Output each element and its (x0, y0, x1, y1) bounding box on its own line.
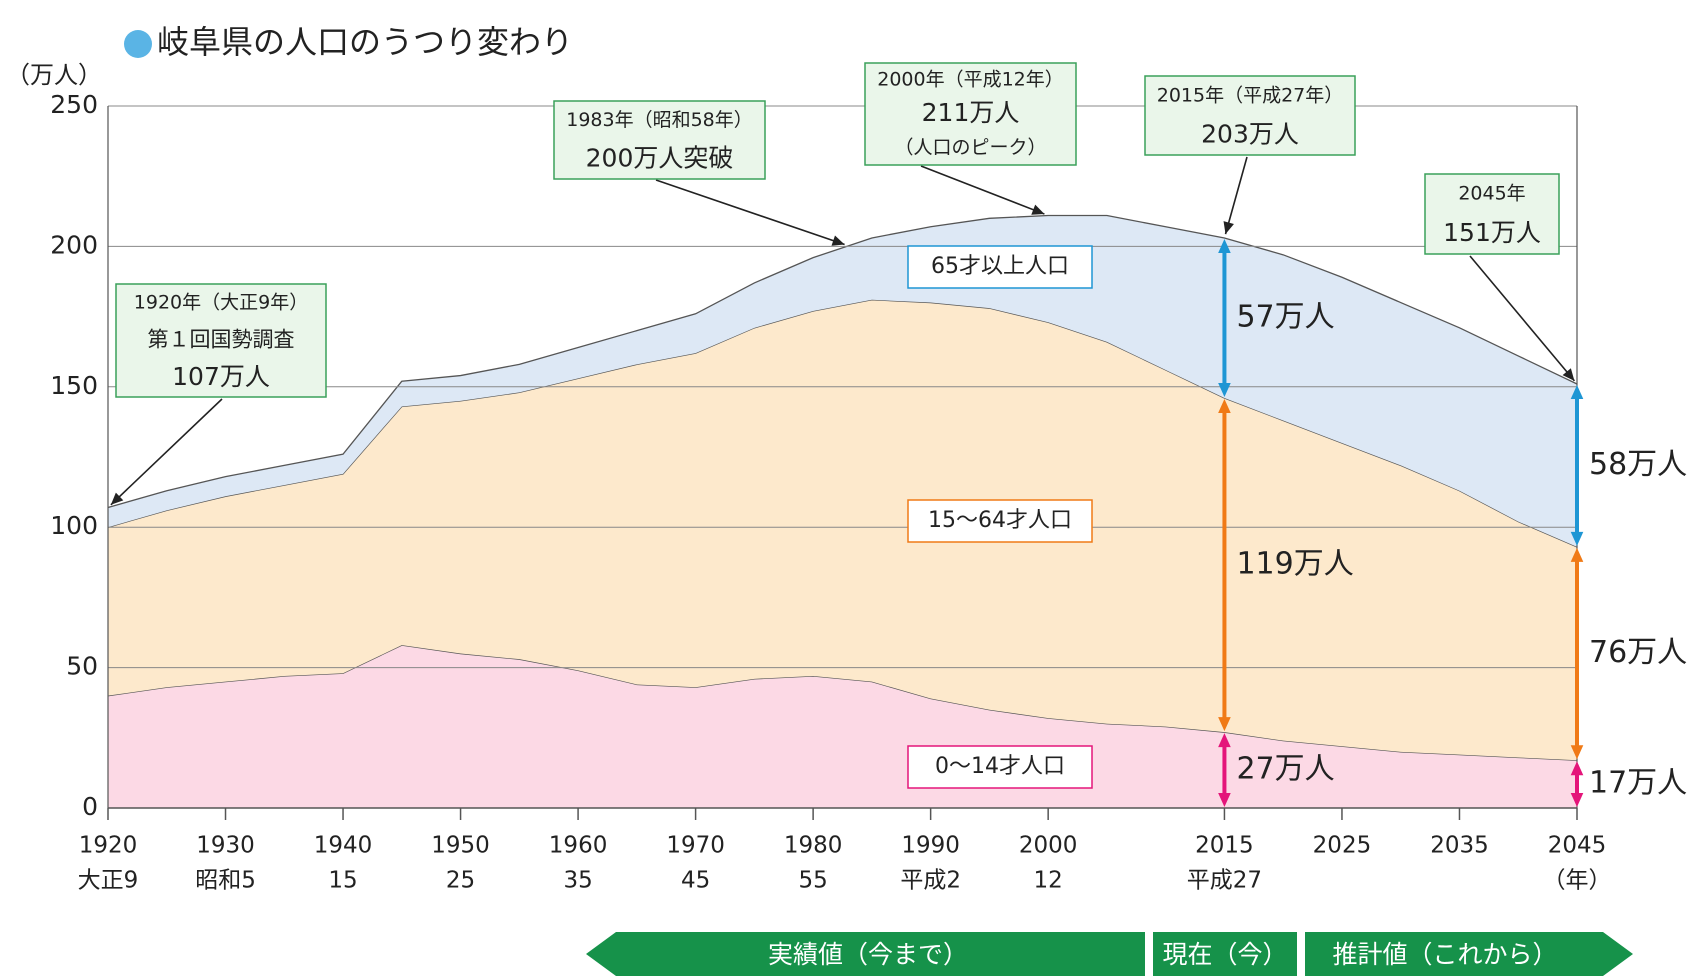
arrow-head (1218, 733, 1231, 748)
x-tick-sublabel: 45 (681, 868, 710, 894)
callout-text: 211万人 (922, 98, 1020, 127)
value-label: 57万人 (1236, 300, 1334, 335)
callout-arrow (1469, 255, 1576, 382)
callout-text: 2000年（平成12年） (877, 69, 1064, 91)
area (108, 215, 1577, 547)
value-label: 17万人 (1589, 766, 1687, 801)
callout-box (864, 62, 1077, 166)
period-banner (586, 932, 1145, 976)
period-label: 推計値（これから） (1332, 940, 1557, 969)
callout-arrow (655, 179, 845, 246)
x-tick-sublabel: （年） (1543, 868, 1612, 894)
x-tick-label: 1960 (549, 833, 608, 859)
y-tick-label: 50 (66, 652, 98, 681)
y-tick-label: 250 (50, 90, 98, 119)
x-tick-sublabel: 55 (798, 868, 827, 894)
legend-label: 65才以上人口 (931, 254, 1069, 279)
arrow-head (1218, 717, 1231, 732)
legend-box (907, 245, 1093, 289)
callout-text: 200万人突破 (586, 144, 734, 173)
x-tick-label: 2035 (1430, 833, 1489, 859)
x-tick-sublabel: 大正9 (78, 868, 139, 894)
arrow-head (1218, 238, 1231, 253)
callout-text: 151万人 (1443, 218, 1541, 247)
x-tick-sublabel: 35 (563, 868, 592, 894)
x-tick-sublabel: 12 (1034, 868, 1063, 894)
x-tick-label: 1970 (666, 833, 725, 859)
arrow-head (1570, 761, 1584, 776)
area-edge (107, 214, 1578, 509)
x-tick-label: 2025 (1313, 833, 1372, 859)
callout-text: （人口のピーク） (894, 137, 1046, 159)
x-tick-label: 1940 (314, 833, 373, 859)
callout-box (1424, 173, 1560, 255)
callout-text: 2015年（平成27年） (1157, 84, 1344, 106)
arrow-head (1562, 368, 1575, 381)
arrow-head (1570, 793, 1584, 807)
value-label: 119万人 (1236, 547, 1353, 582)
callout-text: 1983年（昭和58年） (566, 109, 753, 131)
value-label: 76万人 (1589, 635, 1687, 670)
x-tick-label: 1930 (196, 833, 255, 859)
x-tick-label: 2045 (1548, 833, 1607, 859)
value-label: 27万人 (1236, 752, 1334, 787)
legend-box (907, 499, 1093, 543)
arrow-head (110, 492, 124, 505)
x-tick-sublabel: 昭和5 (195, 868, 256, 894)
callout-text: 107万人 (172, 362, 270, 391)
arrow-head (1218, 383, 1231, 398)
area (108, 645, 1577, 808)
area (108, 299, 1577, 761)
callout-text: 203万人 (1201, 119, 1299, 148)
period-label: 現在（今） (1162, 940, 1287, 969)
y-tick-label: 150 (50, 371, 98, 400)
y-tick-label: 0 (82, 792, 98, 821)
callout-text: 第１回国勢調査 (148, 328, 295, 352)
callout-text: 1920年（大正9年） (134, 291, 308, 313)
y-axis-label: （万人） (6, 61, 102, 89)
chart-title: 岐阜県の人口のうつり変わり (157, 23, 573, 61)
x-tick-label: 2015 (1195, 833, 1254, 859)
period-label: 実績値（今まで） (768, 940, 968, 969)
arrow-head (831, 235, 845, 246)
callout-text: 2045年 (1458, 183, 1525, 205)
x-tick-sublabel: 25 (446, 868, 475, 894)
x-tick-label: 1920 (79, 833, 138, 859)
arrow-head (1570, 745, 1584, 760)
x-tick-label: 1990 (901, 833, 960, 859)
period-banner (1153, 932, 1297, 976)
callout-arrow (920, 165, 1045, 215)
title-bullet (124, 30, 152, 58)
arrow-head (1218, 793, 1231, 807)
callout-arrow (110, 398, 223, 506)
x-tick-sublabel: 平成27 (1187, 868, 1262, 894)
x-tick-label: 1950 (431, 833, 490, 859)
y-tick-label: 100 (50, 511, 98, 540)
legend-box (907, 745, 1093, 789)
arrow-head (1570, 547, 1584, 562)
arrow-head (1570, 384, 1584, 399)
y-tick-label: 200 (50, 230, 98, 259)
callout-arrow (1224, 156, 1248, 235)
legend-label: 0〜14才人口 (935, 754, 1065, 779)
legend-label: 15〜64才人口 (928, 508, 1072, 533)
callout-box (553, 100, 766, 180)
arrow-head (1218, 399, 1231, 414)
callout-box (1144, 75, 1356, 156)
arrow-head (1031, 204, 1045, 215)
x-tick-label: 1980 (784, 833, 843, 859)
arrow-head (1223, 221, 1234, 235)
arrow-head (1570, 531, 1584, 546)
period-banner (1305, 932, 1633, 976)
x-tick-label: 2000 (1019, 833, 1078, 859)
x-tick-sublabel: 平成2 (900, 868, 961, 894)
value-label: 58万人 (1589, 447, 1687, 482)
x-tick-sublabel: 15 (328, 868, 357, 894)
callout-box (115, 283, 327, 398)
